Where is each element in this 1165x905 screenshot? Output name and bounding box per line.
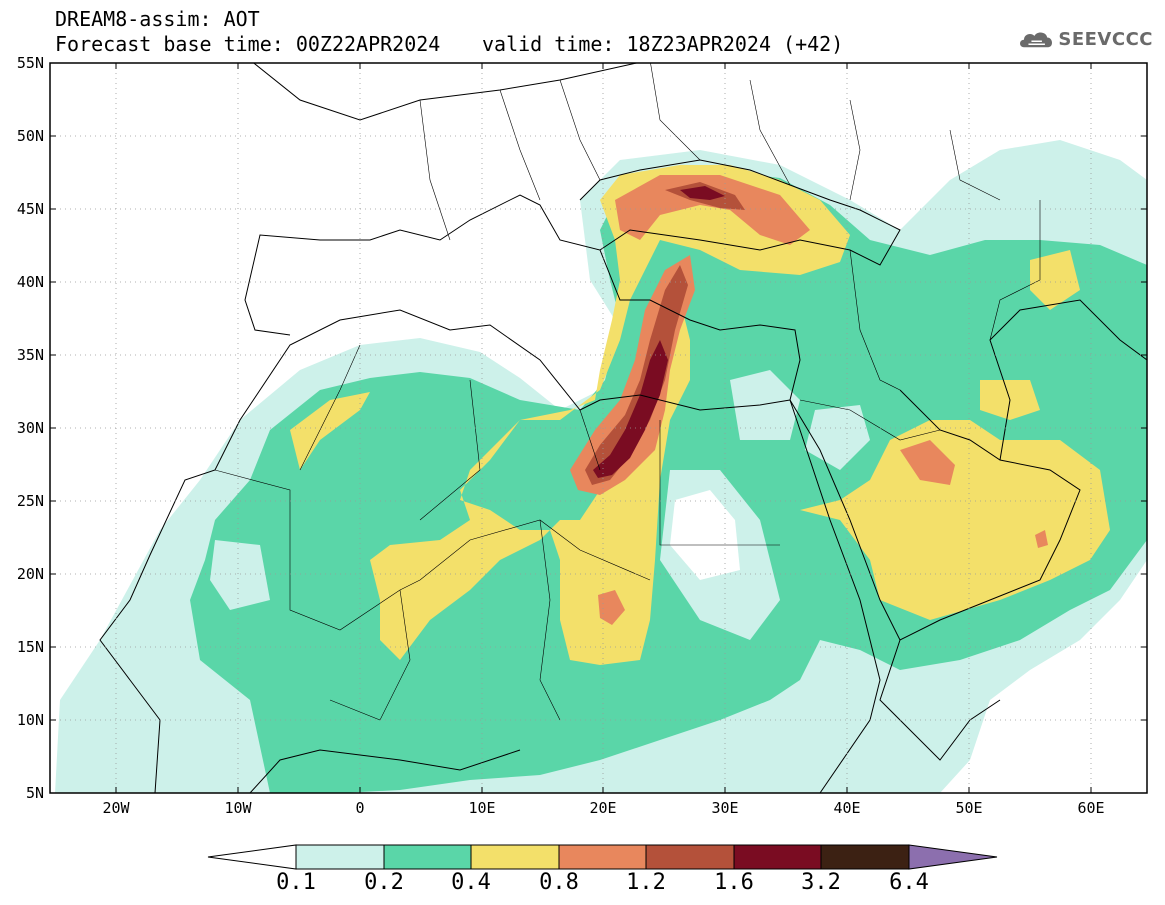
colorbar-bin-3.2 [820,844,910,870]
lat-label: 40N [16,273,44,291]
lon-label: 40E [833,799,861,817]
chart-title: DREAM8-assim: AOT [55,7,260,31]
colorbar-bin-0.2 [383,844,472,870]
lat-label: 10N [16,711,44,729]
aot-contour-0.2 [190,168,1147,793]
aot-contour-0.4 [370,165,850,665]
axis-ticks [50,62,1147,793]
lat-label: 5N [25,784,44,802]
colorbar-label: 3.2 [801,870,841,895]
lat-label: 15N [16,638,44,656]
lat-label: 35N [16,346,44,364]
lon-label: 0 [355,799,365,817]
borders [214,63,1041,721]
base-time-label: Forecast base time: 00Z22APR2024 [55,32,441,56]
aot-contour-1.6 [593,340,668,478]
lat-label: 20N [16,565,44,583]
colorbar-bin-1.2 [645,844,735,870]
lon-label: 60E [1077,799,1105,817]
lat-label: 50N [16,127,44,145]
lon-label: 30E [711,799,739,817]
lon-label: 20E [589,799,617,817]
colorbar-bin-0.4 [470,844,560,870]
seevccc-logo: SEEVCCC [1018,22,1153,56]
colorbar-label: 1.2 [626,870,666,895]
lon-label: 10E [468,799,496,817]
lon-label: 10W [224,799,252,817]
graticule [50,63,1147,793]
colorbar-label: 0.4 [451,870,491,895]
colorbar-under-arrow [207,844,297,870]
colorbar-label: 0.2 [364,870,404,895]
lon-label: 20W [102,799,130,817]
cloud-icon [1020,32,1053,48]
lat-label: 25N [16,492,44,510]
colorbar-label: 0.1 [276,870,316,895]
colorbar-label: 6.4 [889,870,929,895]
colorbar-bin-0.1 [295,844,385,870]
aot-contour-0.8 [615,175,810,245]
colorbar-label: 1.6 [714,870,754,895]
colorbar-bin-0.8 [558,844,647,870]
lat-label: 45N [16,200,44,218]
lat-label: 30N [16,419,44,437]
colorbar [207,844,998,870]
valid-time-label: valid time: 18Z23APR2024 (+42) [482,32,844,56]
logo-text: SEEVCCC [1058,28,1153,50]
colorbar-label: 0.8 [539,870,579,895]
coastlines [99,63,1147,793]
colorbar-over-arrow [908,844,998,870]
aot-field [50,63,1147,793]
colorbar-bin-1.6 [733,844,822,870]
lon-label: 50E [955,799,983,817]
lat-label: 55N [16,54,44,72]
